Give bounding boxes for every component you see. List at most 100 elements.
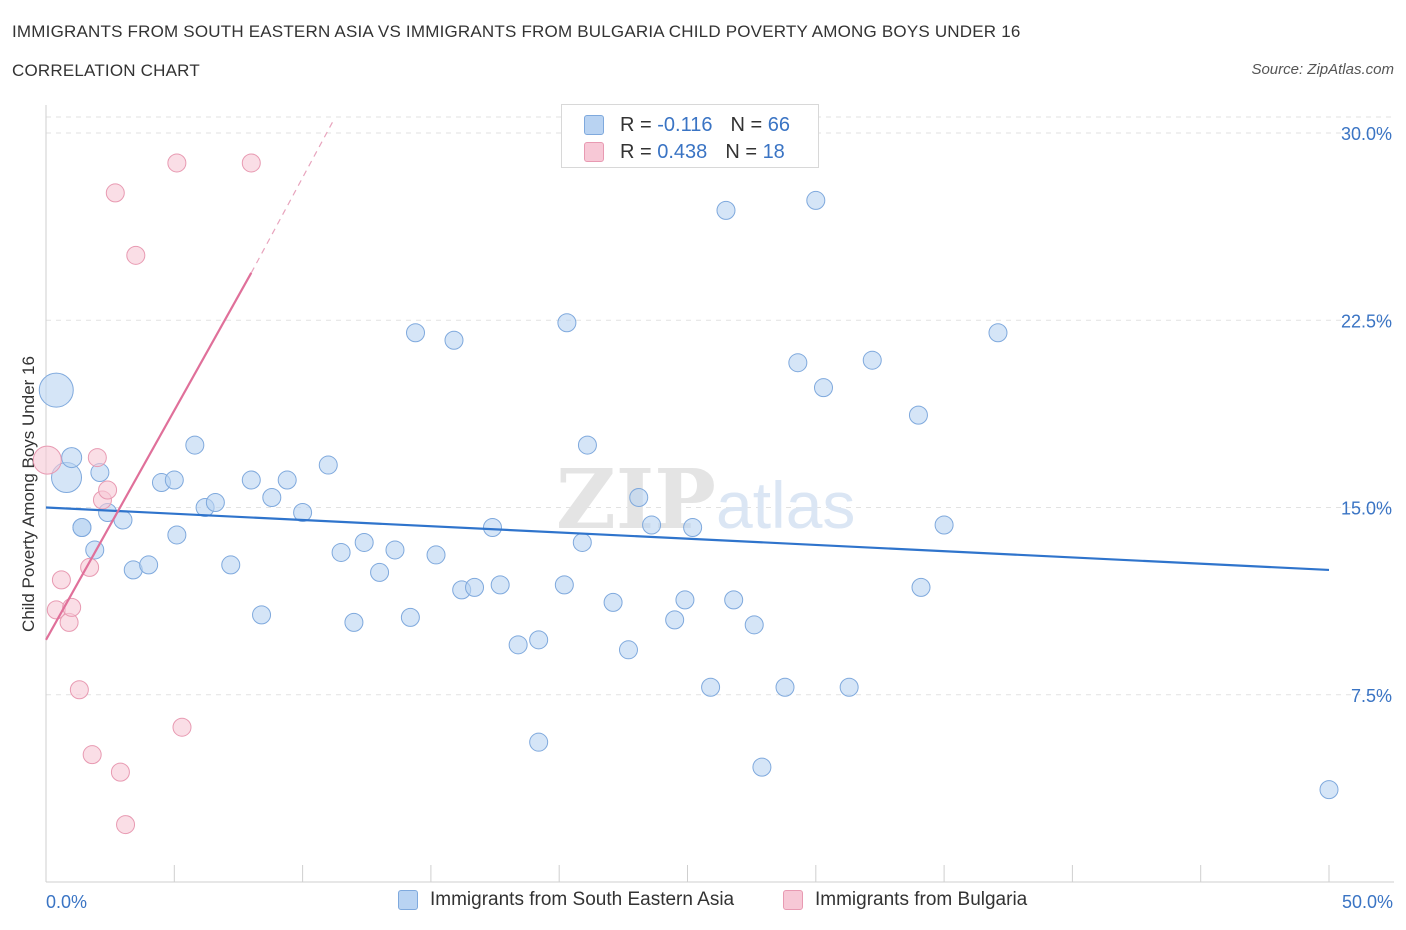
point-blue-44 <box>603 592 623 612</box>
watermark-atlas: atlas <box>716 468 855 542</box>
point-blue-43 <box>577 435 597 455</box>
point-blue-27 <box>370 562 390 582</box>
series-swatch-blue <box>398 890 418 910</box>
point-blue-32 <box>444 330 464 350</box>
point-blue-57 <box>788 353 808 373</box>
x-tick-label-max: 50.0% <box>1342 892 1393 912</box>
point-blue-64 <box>911 577 931 597</box>
point-pink-13 <box>116 815 136 835</box>
point-pink-11 <box>105 183 125 203</box>
legend-swatch-blue <box>584 115 604 135</box>
y-tick-label: 7.5% <box>1351 686 1392 706</box>
point-blue-61 <box>862 350 882 370</box>
point-blue-53 <box>724 590 744 610</box>
point-blue-24 <box>331 542 351 562</box>
point-blue-23 <box>318 455 338 475</box>
point-pink-0 <box>32 445 62 475</box>
series-label-blue: Immigrants from South Eastern Asia <box>430 889 735 910</box>
legend-r-value-blue: -0.116 <box>657 113 713 136</box>
series-legend-pink: Immigrants from Bulgaria <box>783 889 1027 911</box>
point-blue-66 <box>1319 780 1339 800</box>
point-blue-45 <box>618 640 638 660</box>
point-blue-34 <box>465 577 485 597</box>
source-credit: Source: ZipAtlas.com <box>1251 61 1394 78</box>
legend-row-blue: R = -0.116 N = 66 <box>584 113 790 137</box>
point-blue-59 <box>813 378 833 398</box>
point-blue-62 <box>908 405 928 425</box>
point-blue-52 <box>716 200 736 220</box>
point-pink-7 <box>82 745 102 765</box>
point-blue-17 <box>221 555 241 575</box>
point-blue-4 <box>72 517 92 537</box>
point-blue-49 <box>675 590 695 610</box>
point-blue-18 <box>241 470 261 490</box>
series-swatch-pink <box>783 890 803 910</box>
point-pink-8 <box>87 448 107 468</box>
point-blue-40 <box>554 575 574 595</box>
point-blue-47 <box>642 515 662 535</box>
point-blue-51 <box>701 677 721 697</box>
point-blue-30 <box>406 323 426 343</box>
point-blue-42 <box>572 532 592 552</box>
point-blue-39 <box>529 732 549 752</box>
point-blue-29 <box>400 607 420 627</box>
point-pink-10 <box>98 480 118 500</box>
y-axis-label: Child Poverty Among Boys Under 16 <box>19 356 38 632</box>
point-blue-60 <box>839 677 859 697</box>
point-blue-22 <box>293 502 313 522</box>
point-blue-38 <box>529 630 549 650</box>
point-pink-2 <box>51 570 71 590</box>
point-blue-26 <box>354 532 374 552</box>
point-blue-50 <box>683 517 703 537</box>
point-blue-21 <box>277 470 297 490</box>
legend-n-value-pink: 18 <box>762 140 785 163</box>
point-blue-56 <box>775 677 795 697</box>
point-blue-65 <box>988 323 1008 343</box>
point-pink-16 <box>172 717 192 737</box>
legend-r-value-pink: 0.438 <box>657 140 708 163</box>
point-blue-10 <box>139 555 159 575</box>
point-blue-19 <box>252 605 272 625</box>
point-blue-63 <box>934 515 954 535</box>
point-blue-36 <box>490 575 510 595</box>
point-pink-12 <box>110 762 130 782</box>
series-legend-blue: Immigrants from South Eastern Asia <box>398 889 734 911</box>
legend-r-label-pink: R = <box>620 140 652 163</box>
legend-n-label-pink: N = <box>725 140 757 163</box>
point-blue-37 <box>508 635 528 655</box>
point-pink-17 <box>241 153 261 173</box>
chart-title: IMMIGRANTS FROM SOUTH EASTERN ASIA VS IM… <box>12 22 1021 41</box>
correlation-legend: R = -0.116 N = 66 R = 0.438 N = 18 <box>561 104 819 168</box>
point-blue-0 <box>38 372 74 408</box>
legend-swatch-pink <box>584 142 604 162</box>
point-blue-2 <box>61 447 83 469</box>
chart-subtitle: CORRELATION CHART <box>12 61 200 80</box>
point-blue-12 <box>164 470 184 490</box>
point-blue-14 <box>185 435 205 455</box>
trendline-pink <box>45 272 253 641</box>
y-tick-label: 22.5% <box>1341 311 1392 331</box>
point-blue-20 <box>262 488 282 508</box>
legend-n-label-blue: N = <box>730 113 763 136</box>
point-blue-13 <box>167 525 187 545</box>
point-blue-48 <box>665 610 685 630</box>
point-pink-15 <box>167 153 187 173</box>
point-pink-5 <box>69 680 89 700</box>
legend-row-pink: R = 0.438 N = 18 <box>584 140 785 164</box>
point-blue-31 <box>426 545 446 565</box>
trendline-pink-extension <box>250 120 334 274</box>
point-blue-25 <box>344 612 364 632</box>
series-label-pink: Immigrants from Bulgaria <box>815 889 1028 910</box>
point-pink-14 <box>126 245 146 265</box>
point-blue-58 <box>806 190 826 210</box>
legend-n-value-blue: 66 <box>767 113 790 136</box>
trendline-blue <box>45 506 1330 572</box>
y-tick-label: 30.0% <box>1341 124 1392 144</box>
point-blue-54 <box>744 615 764 635</box>
point-blue-16 <box>205 493 225 513</box>
point-blue-41 <box>557 313 577 333</box>
x-tick-label-min: 0.0% <box>46 892 87 912</box>
y-tick-label: 15.0% <box>1341 499 1392 519</box>
point-blue-46 <box>629 488 649 508</box>
